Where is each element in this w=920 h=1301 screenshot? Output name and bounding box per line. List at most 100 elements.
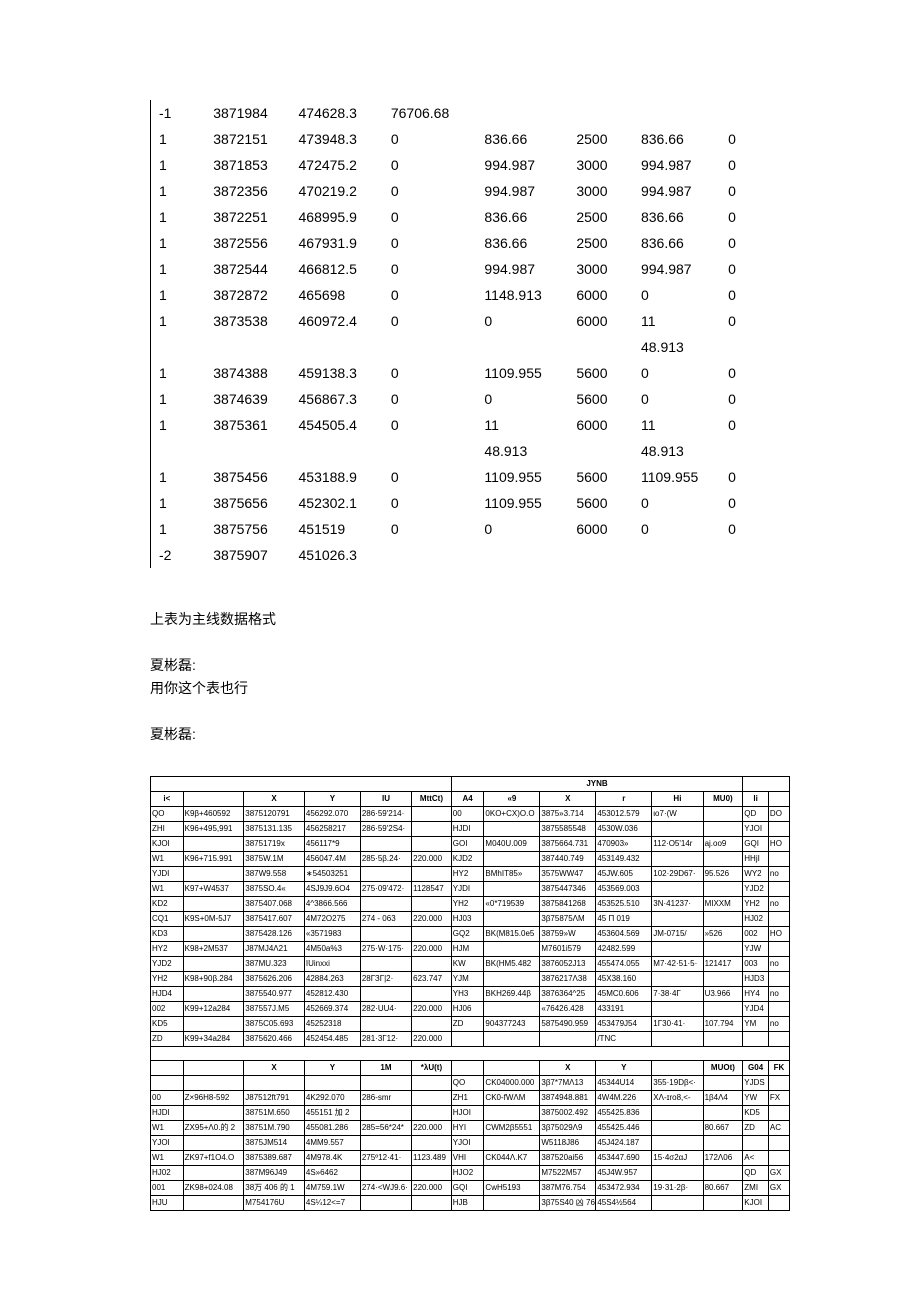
table-cell: 3875C05.693 — [244, 1016, 305, 1031]
table-cell: CWM2β5551 — [484, 1120, 540, 1135]
table-cell: ZX95+Λ0.的 2 — [183, 1120, 244, 1135]
detail-data-table: JYNB i<XYIUMttCt)A4«9XrHiMU0)li QOK9β+46… — [150, 776, 790, 1211]
table-row: 48.91348.913 — [151, 438, 770, 464]
column-header: X — [540, 1060, 596, 1075]
table-cell: 3874388 — [205, 360, 290, 386]
table-cell: 0KO+CX)O.O — [484, 806, 540, 821]
table-cell — [703, 806, 743, 821]
table-cell: 3β75029Λ9 — [540, 1120, 596, 1135]
table-cell: 5600 — [568, 464, 633, 490]
table-cell: 0 — [720, 308, 769, 334]
table-cell: 0 — [383, 386, 477, 412]
table-cell: 5600 — [568, 386, 633, 412]
table-cell: K97+W4537 — [183, 881, 244, 896]
table-cell: 0 — [383, 256, 477, 282]
table-cell: ZK98+024.08 — [183, 1180, 244, 1195]
table-cell: 1 — [151, 516, 206, 542]
table-cell — [652, 1001, 703, 1016]
table-cell — [652, 1031, 703, 1046]
table-cell: 002 — [743, 926, 769, 941]
table-cell: 2500 — [568, 204, 633, 230]
table-cell — [652, 1165, 703, 1180]
table-cell — [412, 1105, 452, 1120]
table-cell — [768, 851, 789, 866]
table-cell — [183, 1105, 244, 1120]
table-cell: 3875841268 — [540, 896, 596, 911]
table-cell: 3876217Λ38 — [540, 971, 596, 986]
table-cell: 1Γ30·41· — [652, 1016, 703, 1031]
table-cell: K98+90β.284 — [183, 971, 244, 986]
table-cell: 0 — [383, 230, 477, 256]
table-cell: HY2 — [151, 941, 184, 956]
table-cell: 387557J.M5 — [244, 1001, 305, 1016]
table-cell: ZD — [743, 1120, 769, 1135]
table-row: 13872356470219.20994.9873000994.9870 — [151, 178, 770, 204]
table-cell: J87512ft791 — [244, 1090, 305, 1105]
table-cell: 3875361 — [205, 412, 290, 438]
table-cell: 275·W·175· — [360, 941, 411, 956]
table-cell: 11 — [633, 308, 720, 334]
table-cell — [412, 836, 452, 851]
table-cell: /TNC — [596, 1031, 652, 1046]
table-cell — [383, 542, 477, 568]
table-cell: 3871853 — [205, 152, 290, 178]
table-row: W1ZX95+Λ0.的 238751M.790455081.286285=56*… — [151, 1120, 790, 1135]
table-cell: YJOI — [451, 1135, 484, 1150]
table-cell — [703, 821, 743, 836]
table-cell — [412, 1165, 452, 1180]
table-cell: 994.987 — [476, 178, 568, 204]
table-cell: 1109.955 — [476, 464, 568, 490]
table-cell: 45252318 — [304, 1016, 360, 1031]
table-cell: 0 — [383, 178, 477, 204]
table-cell: 4K292.070 — [304, 1090, 360, 1105]
table-row: YJOI3875JM5144MM9.557YJOIW5118J8645J424.… — [151, 1135, 790, 1150]
main-data-table: -13871984474628.376706.6813872151473948.… — [150, 100, 770, 568]
table-cell — [360, 896, 411, 911]
table-cell: KW — [451, 956, 484, 971]
table-row: 1387287246569801148.913600000 — [151, 282, 770, 308]
table-cell — [703, 911, 743, 926]
table-row: KD53875C05.69345252318ZD9043772435875490… — [151, 1016, 790, 1031]
table-cell: «3571983 — [304, 926, 360, 941]
mid-header-row: XY1M*λU(t)XYMUOt)G04FK — [151, 1060, 790, 1075]
table-cell: 453569.003 — [596, 881, 652, 896]
table-cell: 4S»6462 — [304, 1165, 360, 1180]
table-cell: YJDI — [151, 866, 184, 881]
table-cell — [703, 1031, 743, 1046]
table-cell: KJD2 — [451, 851, 484, 866]
column-header: li — [743, 791, 769, 806]
table-row: 13872151473948.30836.662500836.660 — [151, 126, 770, 152]
table-cell: 220.000 — [412, 1120, 452, 1135]
table-cell: «0*719539 — [484, 896, 540, 911]
table-cell — [652, 851, 703, 866]
table-cell: 002 — [151, 1001, 184, 1016]
column-header — [151, 1060, 184, 1075]
table-cell — [183, 896, 244, 911]
table-cell: W1 — [151, 851, 184, 866]
column-header: X — [540, 791, 596, 806]
table-cell: 0 — [720, 152, 769, 178]
column-header: MttCt) — [412, 791, 452, 806]
author-name-1: 夏彬磊: — [150, 654, 770, 676]
table-cell: 112·O5'14r — [652, 836, 703, 851]
table-cell — [451, 1031, 484, 1046]
table-cell: ZHI — [151, 821, 184, 836]
table-cell: KD5 — [743, 1105, 769, 1120]
table-cell: YJW — [743, 941, 769, 956]
table-cell: HY2 — [451, 866, 484, 881]
table-cell: HJD3 — [743, 971, 769, 986]
table-cell — [652, 1135, 703, 1150]
table-row: CQ1K9S+0M-5J73875417.6074M72O275274 - 06… — [151, 911, 790, 926]
table-row: 13875456453188.901109.95556001109.9550 — [151, 464, 770, 490]
table-cell: 45S4½564 — [596, 1195, 652, 1210]
table-row: KD23875407.0684^3866.566YH2«0*7195393875… — [151, 896, 790, 911]
table-cell: ZD — [451, 1016, 484, 1031]
table-cell: 0 — [720, 412, 769, 438]
table-cell — [652, 941, 703, 956]
table-cell: KJOI — [151, 836, 184, 851]
table-cell: 452454.485 — [304, 1031, 360, 1046]
table-cell: 473948.3 — [291, 126, 383, 152]
table-cell: K96+715.991 — [183, 851, 244, 866]
table-cell: 0 — [383, 464, 477, 490]
table-cell — [183, 986, 244, 1001]
